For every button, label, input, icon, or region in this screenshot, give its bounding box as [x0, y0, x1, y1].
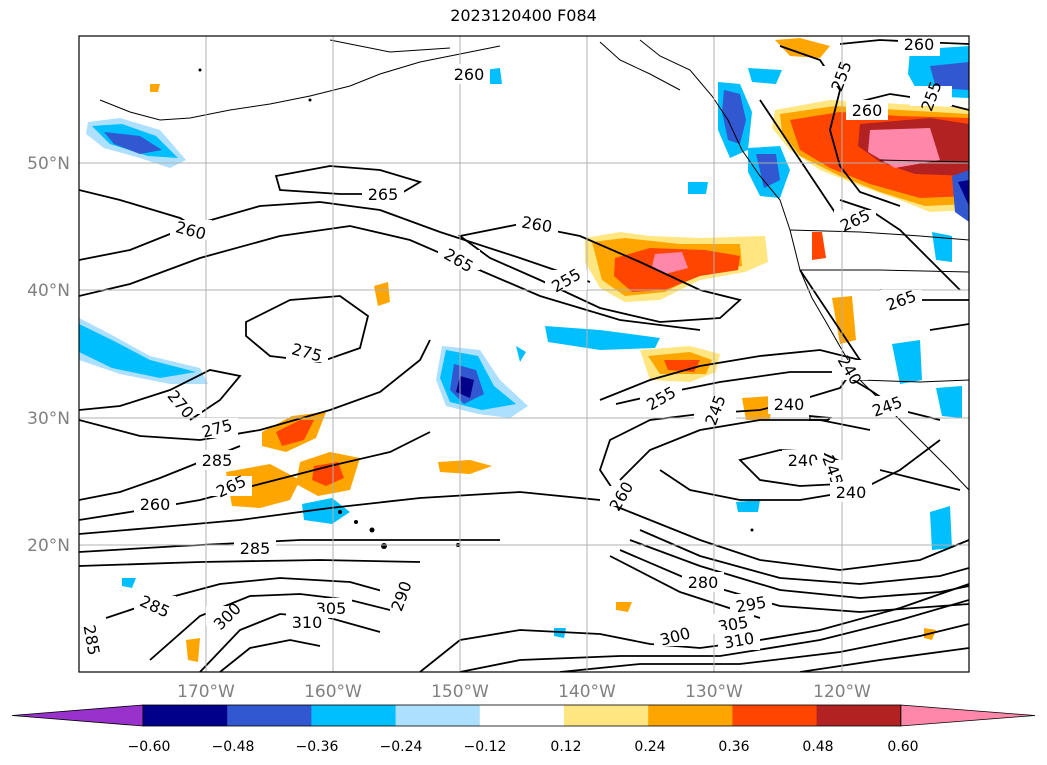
- contour-label: 280: [688, 573, 719, 592]
- anomaly-blob: [276, 420, 314, 446]
- colorbar-segment: [227, 705, 312, 726]
- map-title: 2023120400 F084: [450, 6, 597, 25]
- anomaly-blob: [104, 132, 162, 154]
- anomaly-blob: [775, 38, 830, 58]
- contour-label: 260: [904, 35, 935, 54]
- contour-label: 240: [774, 395, 805, 414]
- colorbar-tick-label: 0.60: [887, 739, 918, 755]
- colorbar: [11, 704, 1036, 727]
- colorbar-tick-label: −0.60: [128, 739, 171, 755]
- lat-label: 40°N: [27, 281, 70, 301]
- anomaly-blob: [892, 340, 922, 384]
- anomaly-blob: [722, 90, 746, 144]
- lon-label: 170°W: [177, 682, 235, 702]
- colorbar-frame: [142, 704, 902, 727]
- anomaly-blob: [930, 62, 969, 90]
- anomaly-blob: [150, 84, 160, 92]
- latitude-labels: 50°N 40°N 30°N 20°N: [27, 154, 70, 556]
- colorbar-tick-label: 0.12: [550, 739, 581, 755]
- anomaly-blob: [936, 386, 962, 418]
- contour-labels: 260 265 260 260 255 265 255 260 275 265 …: [79, 35, 952, 657]
- contour-label: 285: [240, 539, 271, 558]
- anomaly-blob: [652, 252, 688, 274]
- lat-label: 30°N: [27, 409, 70, 429]
- colorbar-extend-min: [11, 704, 144, 727]
- contour-label: 240: [836, 483, 867, 502]
- contour-label: 240: [788, 451, 819, 470]
- anomaly-blob: [545, 326, 660, 350]
- colorbar-tick-label: −0.24: [380, 739, 423, 755]
- anomaly-blob: [930, 506, 952, 550]
- contour-label: 260: [454, 65, 485, 84]
- contour-label: 265: [368, 185, 399, 204]
- colorbar-extend-max: [900, 704, 1036, 727]
- contour-label: 285: [202, 451, 233, 470]
- anomaly-blob: [302, 498, 350, 524]
- colorbar-tick-label: −0.36: [296, 739, 339, 755]
- colorbar-segment: [732, 705, 818, 726]
- anomaly-blob: [79, 324, 196, 378]
- lon-label: 140°W: [558, 682, 616, 702]
- anomaly-blob: [186, 638, 200, 662]
- anomaly-blob: [122, 578, 136, 588]
- anomaly-blob: [812, 232, 826, 260]
- anomaly-blob: [516, 346, 526, 362]
- lon-label: 120°W: [813, 682, 871, 702]
- anomaly-blob: [736, 500, 760, 512]
- colorbar-tick-label: 0.48: [802, 739, 833, 755]
- anomaly-blob: [748, 68, 782, 84]
- anomaly-blob: [958, 180, 969, 206]
- lon-label: 150°W: [431, 682, 489, 702]
- colorbar-segment: [143, 705, 228, 726]
- longitude-labels: 170°W 160°W 150°W 140°W 130°W 120°W: [177, 682, 871, 702]
- colorbar-ticks: −0.60 −0.48 −0.36 −0.24 −0.12 0.12 0.24 …: [128, 739, 919, 755]
- anomaly-blob: [374, 282, 390, 306]
- colorbar-tick-label: −0.48: [212, 739, 255, 755]
- anomaly-blob: [616, 602, 632, 612]
- anomaly-blob: [742, 396, 772, 420]
- graticule: [79, 36, 969, 672]
- lon-label: 160°W: [304, 682, 362, 702]
- anomaly-blob: [688, 182, 708, 194]
- contour-label: 260: [140, 495, 171, 514]
- anomaly-blob: [438, 460, 492, 474]
- anomaly-blob: [868, 128, 940, 168]
- colorbar-tick-label: 0.24: [634, 739, 665, 755]
- colorbar-segment: [479, 705, 565, 726]
- colorbar-segment: [816, 705, 902, 726]
- anomaly-blob: [554, 628, 566, 638]
- colorbar-segment: [395, 705, 481, 726]
- lon-label: 130°W: [685, 682, 743, 702]
- lat-label: 50°N: [27, 154, 70, 174]
- contour-label: 260: [852, 101, 883, 120]
- colorbar-segment: [648, 705, 733, 726]
- anomaly-blob: [832, 296, 856, 344]
- plot-frame: [78, 35, 970, 673]
- colorbar-segment: [564, 705, 649, 726]
- lat-label: 20°N: [27, 536, 70, 556]
- anomaly-blob: [226, 464, 300, 508]
- colorbar-tick-label: −0.12: [464, 739, 507, 755]
- height-contours: [79, 39, 969, 672]
- anomaly-blob: [932, 232, 952, 262]
- contour-label: 310: [292, 613, 323, 632]
- colorbar-segment: [311, 705, 397, 726]
- shaded-anomalies: [79, 38, 969, 662]
- colorbar-tick-label: 0.36: [718, 739, 749, 755]
